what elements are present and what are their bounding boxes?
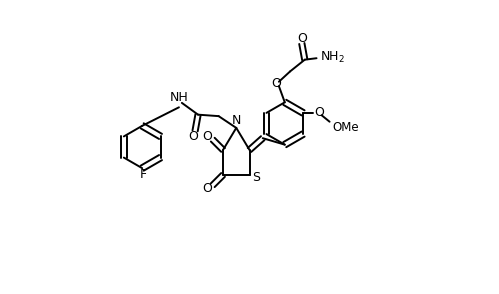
Text: F: F: [140, 168, 147, 181]
Text: O: O: [189, 130, 199, 143]
Text: O: O: [314, 106, 324, 119]
Text: NH: NH: [170, 91, 189, 103]
Text: O: O: [271, 77, 281, 90]
Text: NH$_2$: NH$_2$: [320, 50, 345, 65]
Text: O: O: [203, 130, 213, 143]
Text: O: O: [297, 32, 307, 45]
Text: O: O: [203, 182, 213, 195]
Text: N: N: [232, 114, 241, 127]
Text: OMe: OMe: [332, 121, 359, 133]
Text: S: S: [252, 171, 260, 184]
